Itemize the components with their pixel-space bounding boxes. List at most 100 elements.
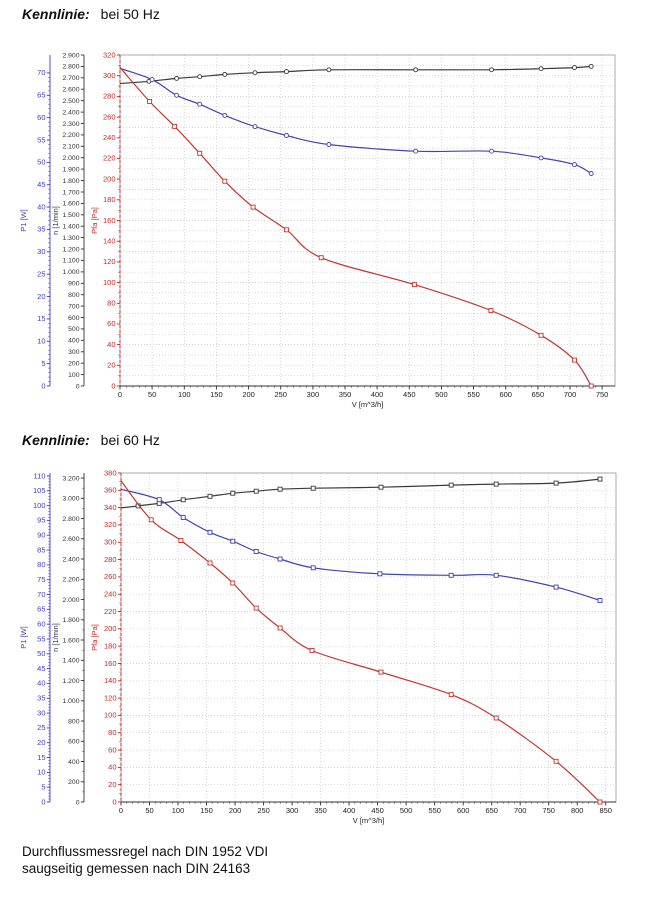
svg-text:0: 0 [76,799,80,806]
svg-text:60: 60 [108,745,116,754]
series-p1-marker [538,155,544,161]
svg-text:0: 0 [111,381,115,390]
svg-text:1.200: 1.200 [62,678,79,685]
svg-text:140: 140 [103,237,116,246]
series-p1-marker [230,538,236,544]
svg-text:95: 95 [37,516,45,525]
svg-text:600: 600 [68,739,80,746]
series-n-marker [252,70,258,76]
svg-text:70: 70 [37,590,45,599]
svg-text:55: 55 [37,634,45,643]
svg-text:800: 800 [68,292,80,299]
svg-text:55: 55 [37,135,45,144]
svg-text:20: 20 [37,738,45,747]
series-pfa-marker [309,648,315,653]
x-axis-title: V [m^3/h] [353,816,384,825]
svg-text:600: 600 [499,390,512,399]
svg-text:500: 500 [435,390,448,399]
svg-text:240: 240 [104,590,117,599]
svg-text:200: 200 [229,806,242,815]
svg-text:50: 50 [148,390,156,399]
section-title-60hz: Kennlinie: bei 60 Hz [22,432,160,448]
svg-text:1.700: 1.700 [62,189,79,196]
svg-text:100: 100 [33,501,46,510]
series-p1-marker [253,549,259,554]
svg-text:25: 25 [37,270,45,279]
series-n-marker [253,488,259,494]
series-n-marker [448,482,454,488]
svg-text:200: 200 [68,361,80,368]
svg-text:60: 60 [37,620,45,629]
series-pfa-marker [230,580,236,586]
series-p1-marker [197,101,203,107]
svg-text:65: 65 [37,91,45,100]
axis-p1 [46,55,51,387]
svg-text:5: 5 [41,359,45,368]
svg-text:180: 180 [104,642,117,651]
series-p1-marker [553,584,559,590]
svg-text:650: 650 [532,390,545,399]
svg-text:2.200: 2.200 [62,132,79,139]
svg-text:450: 450 [371,806,384,815]
series-p1-marker [174,92,180,98]
footer-line1: Durchflussmessregel nach DIN 1952 VDI [22,844,269,859]
series-pfa-marker [250,204,256,210]
series-pfa-marker [597,799,603,805]
svg-text:100: 100 [172,806,185,815]
series-n-line [120,478,601,509]
svg-text:150: 150 [200,806,213,815]
x-axis [120,801,616,806]
chart-60hz: 0 5 10 15 20 25 30 35 40 45 50 55 60 65 70 75 80 85 90 95 10… [19,468,617,825]
series-n-marker [277,486,283,492]
svg-text:700: 700 [564,390,577,399]
svg-text:3.000: 3.000 [62,496,79,503]
svg-text:200: 200 [242,390,255,399]
series-pfa-marker [172,123,178,129]
svg-text:300: 300 [307,390,320,399]
svg-text:250: 250 [274,390,287,399]
svg-text:3.200: 3.200 [62,475,79,482]
series-pfa-marker [411,282,417,288]
svg-text:1.100: 1.100 [62,258,79,265]
svg-text:500: 500 [400,806,413,815]
svg-text:80: 80 [108,728,116,737]
series-pfa-marker [148,517,154,523]
svg-text:2.800: 2.800 [62,516,79,523]
svg-text:2.000: 2.000 [62,597,79,604]
svg-text:800: 800 [68,718,80,725]
svg-text:300: 300 [104,538,117,547]
svg-text:1.500: 1.500 [62,212,79,219]
series-p1-marker [448,572,454,578]
svg-text:1.600: 1.600 [62,637,79,644]
series-pfa-marker [572,357,577,363]
svg-text:300: 300 [103,71,116,80]
svg-text:380: 380 [104,468,117,477]
series-p1-line [120,488,601,602]
series-p1-marker [377,571,383,577]
svg-text:50: 50 [37,158,45,167]
gridlines [121,473,616,802]
series-n-line [119,65,592,85]
axis-n-title: n [1/min] [51,623,60,652]
svg-text:2.600: 2.600 [62,536,79,543]
axis-n-labels: 0 100 200 300 400 500 600 700 800 900 1.000 1.100 1.… [62,52,79,390]
svg-text:5: 5 [41,783,45,792]
chart-50hz: 0 5 10 15 20 25 30 35 40 45 50 55 60 65 70 P1 [W] 0 100 20… [19,50,616,409]
svg-text:850: 850 [599,806,612,815]
svg-text:150: 150 [210,390,223,399]
svg-text:75: 75 [37,575,45,584]
series-n-marker [207,493,213,499]
svg-text:220: 220 [104,607,117,616]
svg-text:350: 350 [314,806,327,815]
svg-text:2.400: 2.400 [62,109,79,116]
series-p1-marker [252,124,258,130]
svg-text:1.000: 1.000 [62,269,79,276]
axis-p1-title: P1 [W] [19,626,28,649]
svg-text:220: 220 [103,154,116,163]
series-pfa-marker [588,383,594,389]
series-pfa-marker [197,150,203,156]
axis-n-title: n [1/min] [51,206,60,235]
svg-text:900: 900 [68,281,80,288]
svg-text:180: 180 [103,195,116,204]
section-title-value-1: bei 50 Hz [100,6,160,22]
